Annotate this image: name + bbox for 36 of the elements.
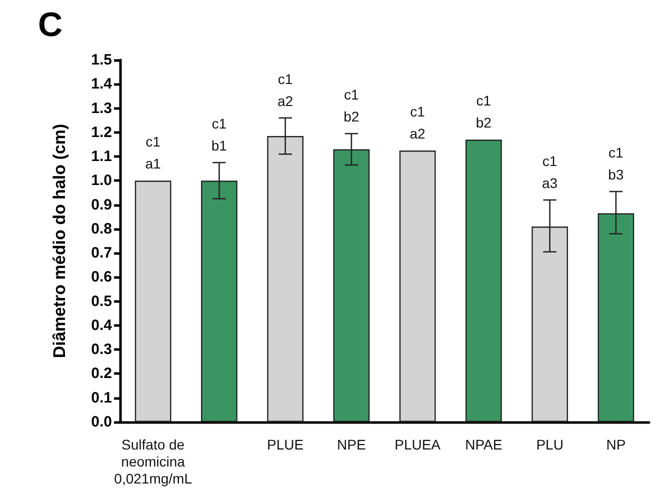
y-tick-label: 0.7 bbox=[91, 244, 112, 262]
text: C bbox=[38, 6, 63, 44]
y-tick-label: 1.2 bbox=[91, 124, 112, 141]
data-label: c1 a2 bbox=[410, 104, 426, 142]
x-tick-label: NP bbox=[606, 436, 626, 452]
y-tick-label: 0.8 bbox=[91, 220, 112, 238]
x-tick-label: PLUEA bbox=[394, 436, 442, 452]
y-tick-label: 1.5 bbox=[91, 52, 112, 68]
x-tick-label: NPE bbox=[337, 436, 366, 452]
y-tick-label: 0.4 bbox=[91, 316, 113, 334]
y-tick-label: 0.3 bbox=[91, 341, 112, 358]
bar bbox=[134, 180, 172, 422]
x-tick-label: Sulfato de neomicina 0,021mg/mL bbox=[114, 436, 192, 486]
data-label: c1 a3 bbox=[542, 152, 558, 191]
bar bbox=[399, 150, 436, 422]
y-tick-label: 1.3 bbox=[91, 100, 112, 117]
y-tick-label: 0.5 bbox=[91, 292, 112, 310]
y-tick-label: 0.0 bbox=[91, 414, 112, 430]
data-label: c1 b2 bbox=[476, 92, 492, 131]
y-axis-title: Diâmetro médio do halo (cm) bbox=[50, 124, 69, 358]
y-tick-label: 1.1 bbox=[91, 148, 112, 166]
data-label: c1 a2 bbox=[278, 70, 294, 109]
y-tick-label: 0.9 bbox=[91, 196, 112, 214]
data-label: c1 b3 bbox=[608, 144, 624, 183]
data-label: c1 b1 bbox=[211, 116, 228, 154]
y-tick-label: 1.0 bbox=[91, 172, 112, 190]
data-label: c1 b2 bbox=[344, 86, 360, 125]
y-tick-label: 1.4 bbox=[91, 76, 113, 93]
x-tick-label: PLU bbox=[536, 436, 564, 452]
y-tick-label: 0.6 bbox=[91, 268, 112, 286]
y-tick-label: 0.1 bbox=[91, 389, 112, 406]
bar bbox=[466, 140, 502, 422]
data-label: c1 a1 bbox=[145, 134, 162, 172]
y-tick-label: 0.2 bbox=[91, 365, 112, 382]
x-tick-label: PLUE bbox=[267, 436, 304, 452]
x-tick-label: NPAE bbox=[465, 436, 502, 452]
